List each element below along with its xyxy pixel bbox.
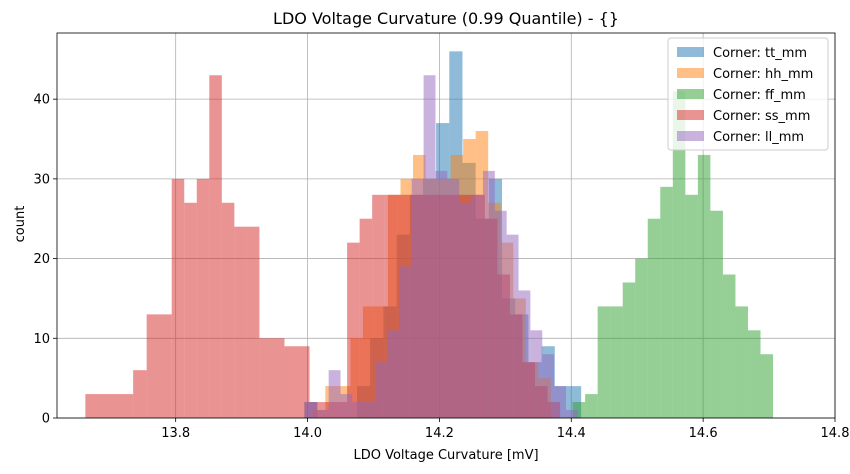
legend-swatch: [677, 47, 704, 57]
legend-label: Corner: tt_mm: [713, 46, 807, 61]
histogram-bar: [747, 330, 761, 418]
legend-box: [667, 37, 829, 151]
x-axis-label: LDO Voltage Curvature [mV]: [353, 448, 538, 463]
histogram-bar: [399, 266, 412, 418]
y-tick-label: 40: [33, 93, 50, 108]
histogram-bar: [685, 194, 698, 418]
histogram-bar: [340, 394, 353, 418]
histogram-bar: [246, 226, 260, 418]
histogram-bar: [506, 234, 519, 418]
histogram-bar: [296, 346, 310, 418]
x-tick-label: 14.8: [821, 426, 850, 441]
histogram-bar: [660, 186, 673, 418]
histogram-bar: [304, 402, 317, 418]
histogram-bar: [259, 338, 272, 418]
x-tick-label: 13.8: [161, 426, 190, 441]
histogram-bar: [710, 210, 723, 418]
histogram-bar: [435, 170, 448, 418]
histogram-bar: [494, 210, 507, 418]
histogram-bar: [672, 91, 686, 418]
legend-label: Corner: hh_mm: [713, 67, 813, 82]
x-tick-label: 14.6: [689, 426, 718, 441]
y-axis-label: count: [13, 206, 28, 243]
histogram-bar: [316, 410, 329, 418]
histogram-bar: [635, 258, 648, 418]
histogram-bar: [196, 178, 210, 418]
histogram-bar: [542, 354, 555, 418]
histogram-bar: [146, 314, 172, 418]
histogram-bar: [423, 75, 436, 418]
y-tick-label: 0: [42, 412, 50, 427]
histogram-bar: [347, 242, 360, 418]
histogram-bar: [471, 194, 483, 418]
legend-label: Corner: ll_mm: [713, 130, 804, 145]
legend-label: Corner: ss_mm: [713, 109, 810, 124]
histogram-bar: [85, 394, 134, 418]
histogram-bar: [722, 274, 736, 418]
histogram-bar: [647, 218, 661, 418]
histogram-bar: [221, 202, 235, 418]
histogram-bar: [364, 402, 377, 418]
legend: Corner: tt_mm Corner: hh_mm Corner: ff_mm C…: [667, 37, 829, 151]
x-tick-label: 14.0: [293, 426, 322, 441]
chart-title: LDO Voltage Curvature (0.99 Quantile) - …: [273, 9, 619, 28]
histogram-bar: [622, 282, 636, 418]
histogram-bar: [760, 354, 774, 418]
histogram-bar: [610, 306, 623, 418]
legend-swatch: [677, 89, 704, 99]
legend-label: Corner: ff_mm: [713, 88, 806, 103]
histogram-bar: [585, 394, 598, 418]
y-tick-label: 20: [33, 252, 50, 267]
plot-area: 13.8 14.0 14.2 14.4 14.6 14.8 0 10 20 30 40: [33, 32, 850, 441]
y-tick-label: 30: [33, 172, 50, 187]
histogram-bar: [697, 154, 711, 418]
x-tick-label: 14.4: [557, 426, 586, 441]
bars-group: [85, 51, 774, 418]
histogram-bar: [482, 170, 495, 418]
histogram-bar: [735, 306, 748, 418]
legend-swatch: [677, 68, 704, 78]
histogram-bar: [209, 75, 222, 418]
histogram-bar: [597, 306, 611, 418]
axes-frame: [56, 32, 836, 419]
histogram-bar: [518, 290, 531, 418]
histogram-bar: [352, 402, 365, 418]
histogram-bar: [554, 386, 566, 418]
histogram-bar: [184, 202, 197, 418]
y-tick-label: 10: [33, 332, 50, 347]
histogram-bar: [459, 202, 472, 418]
histogram-bar: [328, 370, 341, 418]
histogram-bar: [447, 178, 460, 418]
legend-swatch: [677, 131, 704, 141]
legend-swatch: [677, 110, 704, 120]
histogram-bar: [271, 338, 285, 418]
histogram-bar: [530, 330, 543, 418]
histogram-bar: [359, 218, 373, 418]
histogram-bar: [565, 410, 578, 418]
histogram-bar: [411, 178, 424, 418]
x-tick-label: 14.2: [425, 426, 454, 441]
histogram-bar: [171, 178, 185, 418]
histogram-bar: [234, 226, 247, 418]
histogram-bar: [133, 370, 147, 418]
histogram-bar: [284, 346, 297, 418]
histogram-bar: [376, 362, 388, 418]
histogram-bar: [387, 330, 400, 418]
